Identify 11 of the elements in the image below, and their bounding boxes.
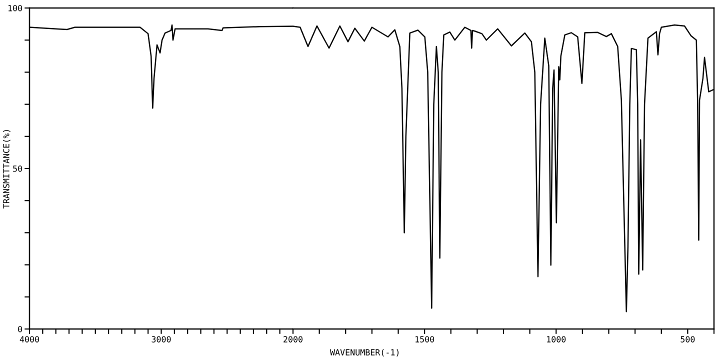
x-tick-label: 1000 bbox=[547, 336, 566, 342]
y-tick-label: 0 bbox=[18, 326, 22, 332]
y-tick-label: 100 bbox=[8, 5, 22, 12]
x-tick-label: 2000 bbox=[284, 336, 302, 342]
y-axis-title: TRANSMITTANCE(%) bbox=[2, 130, 10, 208]
x-tick-label: 4000 bbox=[20, 336, 39, 342]
y-tick-label: 50 bbox=[13, 166, 22, 172]
x-tick-label: 500 bbox=[680, 336, 695, 342]
x-axis-title: WAVENUMBER(-1) bbox=[330, 349, 399, 356]
x-tick-label: 3000 bbox=[152, 336, 171, 342]
x-tick-label: 1500 bbox=[416, 336, 434, 342]
